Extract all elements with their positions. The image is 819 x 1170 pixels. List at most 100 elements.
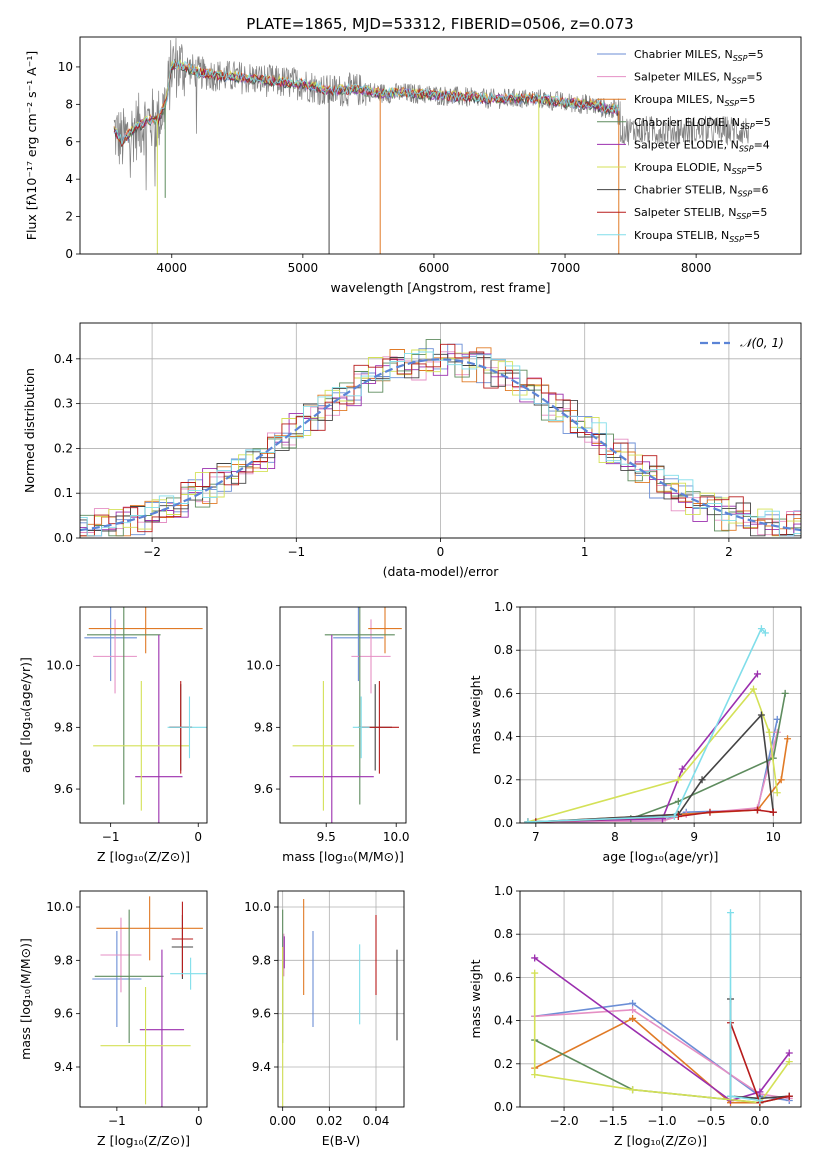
legend-value: =6 <box>752 184 768 197</box>
weight-marker-kroupa-miles <box>629 1014 637 1022</box>
x-tick-label: −1.5 <box>598 1114 627 1128</box>
weight-line-salpeter-miles <box>534 1008 790 1100</box>
weight-marker-salpeter-stelib <box>785 1092 793 1100</box>
x-tick-label: 5000 <box>288 261 319 275</box>
weight-marker-salpeter-elodie <box>785 1049 793 1057</box>
x-tick-label: 8000 <box>681 261 712 275</box>
weight-vs-age-axes: 7 8 9 10 0.0 0.2 0.4 0.6 0.8 1.0 age [log₁₀(age/yr… <box>468 600 801 864</box>
weight-line-kroupa-miles <box>534 1017 760 1104</box>
y-tick-label: 0.6 <box>494 686 513 700</box>
model-spectrum-kroupa-stelib <box>113 59 620 145</box>
weight-marker-salpeter-miles <box>629 1006 637 1014</box>
y-tick-label: 9.8 <box>254 720 273 734</box>
legend-text: Chabrier STELIB, N <box>634 184 738 197</box>
weight-line-kroupa-stelib <box>729 912 761 1102</box>
age-vs-mass-panel: 9.5 10.0 9.6 9.8 10.0 mass [log₁₀(M/M⊙)] <box>246 606 410 864</box>
x-axis-label: (data-model)/error <box>383 564 500 579</box>
y-tick-label: 0.8 <box>494 927 513 941</box>
weight-marker-kroupa-stelib <box>524 818 532 823</box>
legend-subscript: SSP <box>738 190 753 199</box>
mass-vs-EBV-panel: 0.00 0.02 0.04 9.4 9.6 9.8 10.0 E(B-V) <box>244 890 405 1148</box>
weight-marker-salpeter-elodie <box>756 1088 764 1096</box>
y-tick-label: 9.6 <box>254 782 273 796</box>
age-vs-mass-points <box>289 607 402 823</box>
x-axis-label: mass [log₁₀(M/M⊙)] <box>282 849 404 864</box>
legend-label-chabrier-miles: Chabrier MILES, NSSP=5 <box>634 48 764 63</box>
y-tick-label: 9.4 <box>54 1060 73 1074</box>
weight-vs-Z-frame <box>519 890 802 1108</box>
histogram-lines <box>80 339 801 537</box>
y-tick-label: 9.6 <box>252 1007 271 1021</box>
y-tick-label: 10.0 <box>244 900 271 914</box>
y-axis-label: Normed distribution <box>22 368 37 493</box>
weight-marker-kroupa-elodie <box>531 1071 539 1079</box>
y-tick-label: 1.0 <box>494 600 513 614</box>
weight-marker-chabrier-miles <box>629 999 637 1007</box>
mass-vs-EBV-axes: 0.00 0.02 0.04 9.4 9.6 9.8 10.0 E(B-V) <box>244 891 404 1148</box>
y-tick-label: 6 <box>65 135 73 149</box>
x-tick-label: 0.04 <box>363 1114 390 1128</box>
residual-histograms-frame <box>79 322 802 539</box>
y-axis-label: Flux [fλ10⁻¹⁷ erg cm⁻² s⁻¹ A⁻¹] <box>24 51 39 240</box>
weight-marker-salpeter-elodie <box>753 670 761 678</box>
weight-line-chabrier-miles <box>534 1002 790 1102</box>
mass-vs-EBV-points <box>282 899 398 1107</box>
x-axis-label: E(B-V) <box>322 1133 361 1148</box>
spectrum-lines <box>113 37 749 254</box>
legend-text: Kroupa MILES, N <box>634 93 724 106</box>
x-tick-label: 2 <box>725 545 733 559</box>
y-tick-label: 0.2 <box>494 773 513 787</box>
age-vs-Z-points <box>84 607 207 823</box>
weight-vs-age-lines <box>524 625 792 823</box>
x-tick-label: −2.0 <box>549 1114 578 1128</box>
x-tick-label: 0 <box>437 545 445 559</box>
x-axis-label: Z [log₁₀(Z/Z⊙)] <box>614 1133 707 1148</box>
x-axis-label: Z [log₁₀(Z/Z⊙)] <box>97 849 190 864</box>
weight-marker-kroupa-elodie <box>773 789 781 797</box>
weight-line-salpeter-miles <box>527 732 779 823</box>
mass-vs-Z-points <box>92 896 207 1107</box>
y-tick-label: 4 <box>65 172 73 186</box>
weight-marker-kroupa-elodie <box>765 728 773 736</box>
model-spectrum-chabrier-elodie <box>113 61 620 147</box>
residual-panel: −2 −1 0 1 2 0.0 0.1 0.2 0.3 0.4 (data-model)/error… <box>22 322 802 579</box>
y-tick-label: 9.8 <box>54 953 73 967</box>
legend-value: =5 <box>755 116 771 129</box>
y-tick-label: 0.4 <box>494 730 513 744</box>
legend-value: =4 <box>754 138 770 151</box>
y-tick-label: 0.0 <box>54 531 73 545</box>
legend-subscript: SSP <box>739 144 754 153</box>
age-vs-mass-axes: 9.5 10.0 9.6 9.8 10.0 mass [log₁₀(M/M⊙)] <box>246 659 409 864</box>
legend-subscript: SSP <box>729 235 744 244</box>
weight-line-salpeter-elodie <box>534 957 790 1102</box>
x-tick-label: 6000 <box>419 261 450 275</box>
weight-marker-salpeter-stelib <box>706 808 714 816</box>
y-tick-label: 9.8 <box>252 953 271 967</box>
weight-marker-chabrier-stelib <box>757 711 765 719</box>
x-tick-label: 8 <box>611 830 619 844</box>
mass-vs-Z-axes: −1 0 9.4 9.6 9.8 10.0 Z [log₁₀(Z/Z⊙)] mass [log… <box>18 900 203 1148</box>
weight-marker-chabrier-elodie <box>781 689 789 697</box>
y-axis-label: mass weight <box>468 675 483 754</box>
legend-value: =5 <box>746 161 762 174</box>
weight-marker-kroupa-miles <box>784 735 792 743</box>
x-tick-label: 0.00 <box>269 1114 296 1128</box>
y-tick-label: 10.0 <box>46 659 73 673</box>
y-tick-label: 9.4 <box>252 1060 271 1074</box>
y-axis-label: mass [log₁₀(M/M⊙)] <box>18 938 33 1060</box>
legend-label-chabrier-stelib: Chabrier STELIB, NSSP=6 <box>634 184 768 199</box>
x-axis-label: wavelength [Angstrom, rest frame] <box>330 280 550 295</box>
x-axis-label: age [log₁₀(age/yr)] <box>603 849 719 864</box>
weight-marker-salpeter-stelib <box>769 808 777 816</box>
legend-value: =5 <box>744 229 760 242</box>
weight-line-kroupa-stelib <box>527 627 766 823</box>
y-tick-label: 9.8 <box>54 720 73 734</box>
legend-text: Chabrier MILES, N <box>634 48 733 61</box>
legend-text: Chabrier ELODIE, N <box>634 116 740 129</box>
spectrum-axes: 4000 5000 6000 7000 8000 0 2 4 6 8 10 wavelength [A… <box>24 51 711 295</box>
weight-line-chabrier-stelib <box>535 713 775 823</box>
legend-value: =5 <box>746 71 762 84</box>
mass-vs-Z-frame <box>79 890 208 1108</box>
weight-marker-kroupa-stelib <box>761 629 769 637</box>
